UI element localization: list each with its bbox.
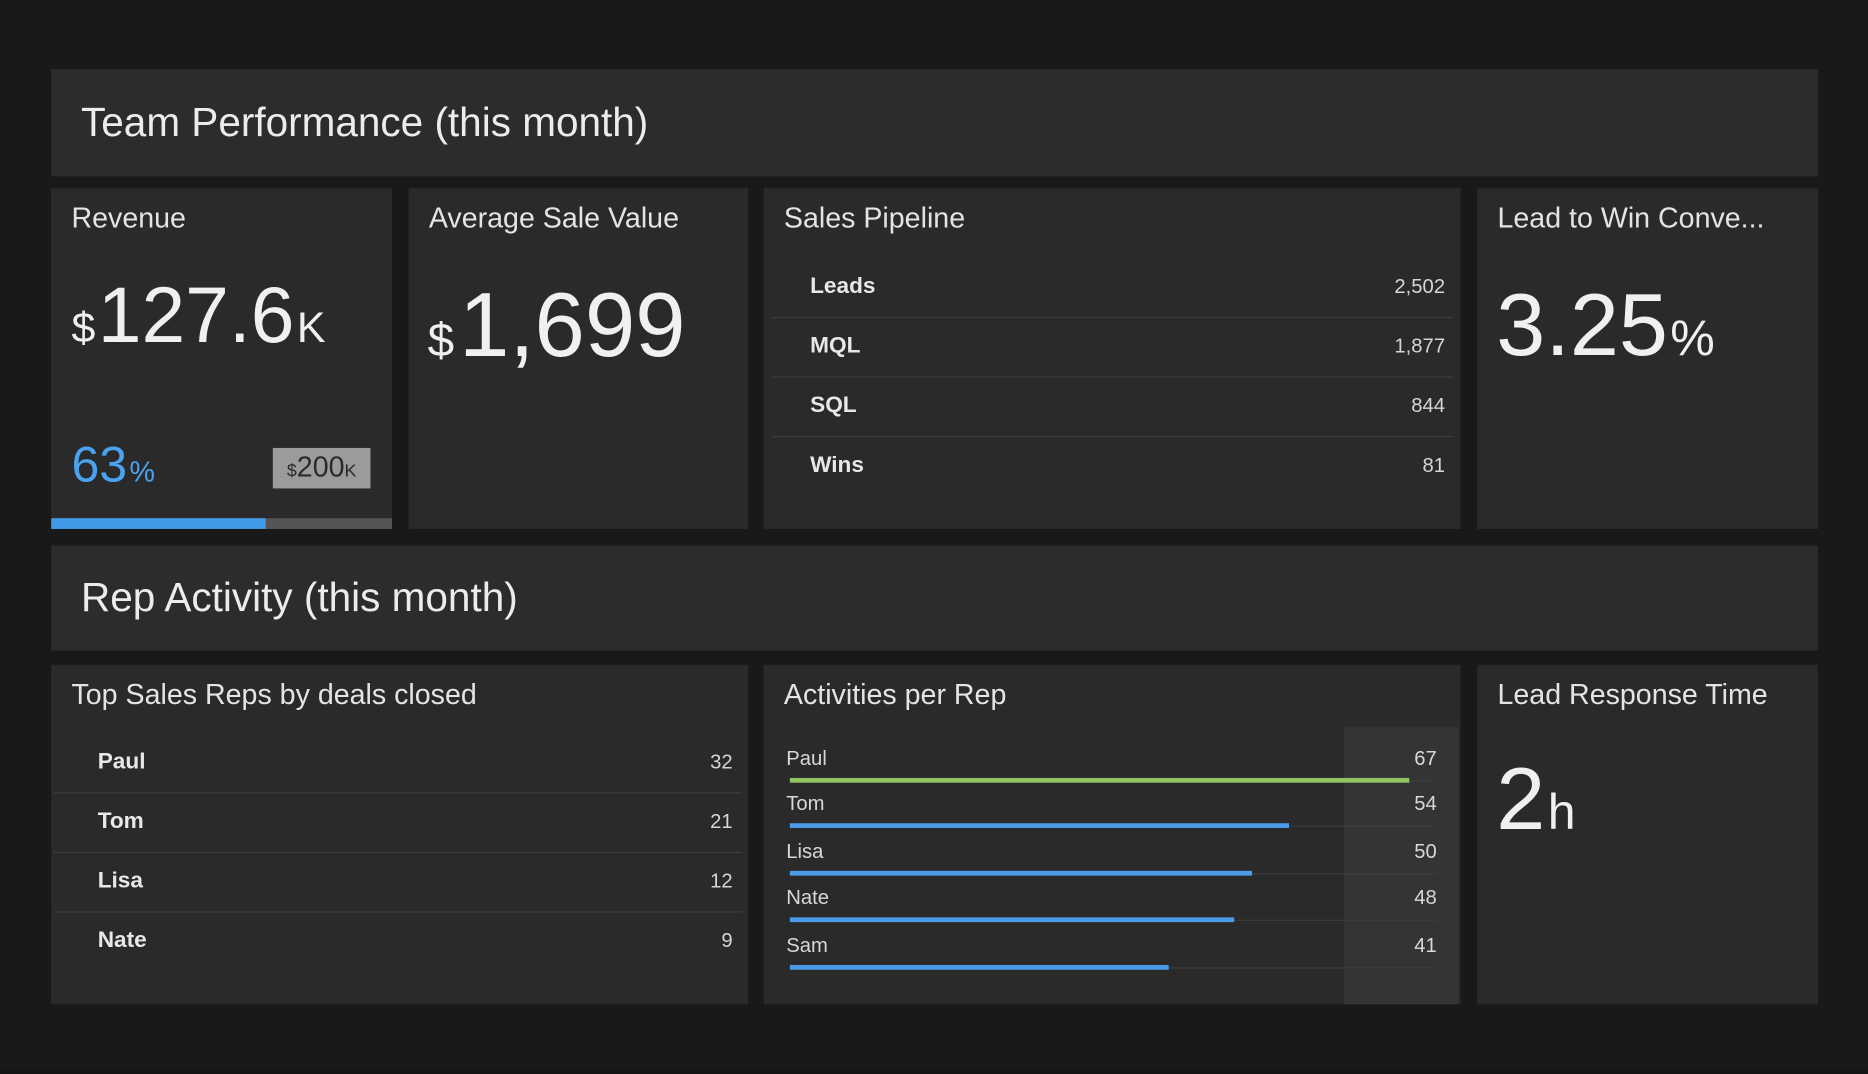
row-separator: [53, 851, 743, 853]
row-label: Paul: [97, 749, 146, 775]
bar-label: Tom: [786, 792, 825, 815]
progress-bar: [51, 518, 266, 529]
table-row: Wins 81: [764, 436, 1461, 496]
target-value: 200: [296, 451, 345, 484]
card-title: Top Sales Reps by deals closed: [71, 679, 477, 712]
section-header: Rep Activity (this month): [51, 545, 1818, 651]
table-row: SQL 844: [764, 376, 1461, 436]
row-separator: [771, 316, 1454, 319]
bar-label: Nate: [786, 886, 830, 909]
kpi: 2 h: [1496, 748, 1575, 849]
kpi: $ 1,699: [428, 274, 686, 378]
kpi-prefix: $: [71, 302, 96, 352]
bar-value: 48: [1414, 886, 1437, 909]
table-row: Nate 9: [51, 911, 748, 971]
bar-label: Paul: [786, 746, 827, 770]
card-title: Lead Response Time: [1497, 679, 1768, 712]
row-value: 844: [1411, 394, 1446, 417]
section-title: Rep Activity (this month): [81, 575, 518, 621]
card-title: Sales Pipeline: [783, 202, 966, 235]
target-prefix: $: [286, 461, 297, 482]
conversion-card: Lead to Win Conve... 3.25 %: [1477, 188, 1818, 529]
bar-value: 67: [1414, 746, 1437, 770]
table-row: Paul 32: [51, 733, 748, 793]
row-separator: [771, 436, 1454, 438]
kpi-value: 2: [1496, 749, 1546, 849]
row-value: 12: [710, 869, 733, 893]
kpi-suffix: h: [1547, 783, 1576, 840]
bar: [789, 917, 1234, 923]
table-row: MQL 1,877: [764, 317, 1461, 377]
revenue-card: Revenue $ 127.6 K 63 % $ 200 K: [51, 188, 392, 529]
row-separator: [771, 376, 1454, 378]
table-row: Leads 2,502: [764, 257, 1461, 317]
section-title: Team Performance (this month): [81, 100, 649, 146]
row-value: 2,502: [1394, 275, 1446, 298]
bar-value: 50: [1414, 839, 1437, 863]
bar: [789, 777, 1410, 783]
progress-label: 63 %: [71, 436, 154, 493]
kpi: 3.25 %: [1496, 274, 1714, 375]
kpi-prefix: $: [427, 314, 455, 367]
highlight-column: [1343, 726, 1459, 1005]
bar: [789, 870, 1253, 876]
section-header: Team Performance (this month): [51, 69, 1818, 177]
kpi-value: 3.25: [1496, 275, 1668, 375]
kpi: $ 127.6 K: [71, 269, 325, 360]
card-title: Revenue: [71, 202, 186, 235]
bar-label: Sam: [786, 934, 828, 957]
row-label: Nate: [97, 928, 147, 954]
activities-card: Activities per Rep Paul 67 Tom 54 Lisa 50 Nate…: [763, 664, 1461, 1005]
row-separator: [53, 792, 743, 794]
table-row: Lisa 12: [51, 852, 748, 912]
bar: [789, 823, 1290, 828]
kpi-suffix: K: [296, 302, 326, 352]
row-value: 9: [721, 929, 733, 952]
card-title: Lead to Win Conve...: [1497, 202, 1765, 235]
row-label: MQL: [810, 333, 861, 359]
bar-value: 54: [1414, 792, 1437, 815]
kpi-value: 127.6: [97, 270, 295, 359]
bar-label: Lisa: [786, 839, 824, 863]
row-value: 1,877: [1394, 334, 1446, 358]
average-sale-card: Average Sale Value $ 1,699: [408, 188, 749, 529]
bar: [789, 964, 1170, 970]
card-title: Activities per Rep: [783, 679, 1007, 712]
card-title: Average Sale Value: [428, 202, 679, 235]
target-suffix: K: [344, 461, 357, 482]
top-reps-card: Top Sales Reps by deals closed Paul 32 Tom…: [51, 664, 749, 1005]
row-label: Tom: [97, 808, 144, 834]
row-value: 32: [710, 750, 733, 774]
kpi-value: 1,699: [458, 275, 686, 377]
target-badge: $ 200 K: [272, 447, 371, 489]
progress-track: [51, 518, 392, 529]
response-time-card: Lead Response Time 2 h: [1477, 664, 1818, 1005]
row-value: 21: [710, 810, 733, 833]
row-label: Lisa: [97, 868, 143, 894]
progress-value: 63: [71, 436, 128, 493]
row-separator: [53, 911, 743, 913]
kpi-suffix: %: [1670, 309, 1715, 366]
row-label: Wins: [810, 452, 864, 478]
row-label: SQL: [810, 393, 857, 419]
progress-suffix: %: [129, 456, 155, 489]
pipeline-card: Sales Pipeline Leads 2,502 MQL 1,877 SQL 844 W…: [763, 188, 1461, 529]
row-label: Leads: [810, 274, 876, 300]
row-value: 81: [1422, 453, 1446, 477]
bar-value: 41: [1414, 934, 1437, 957]
table-row: Tom 21: [51, 792, 748, 852]
